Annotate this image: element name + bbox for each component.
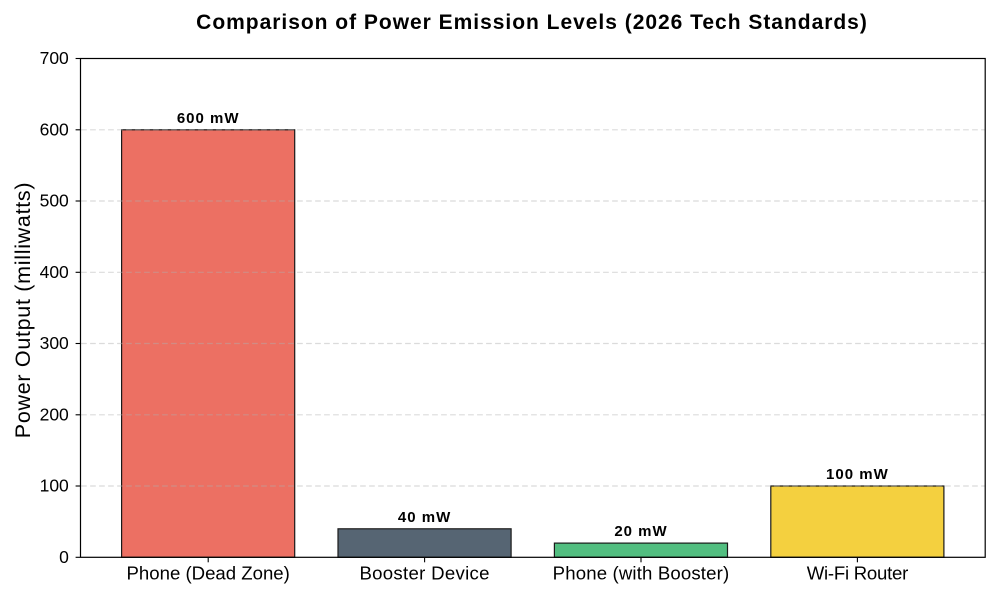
svg-text:0: 0 [59,547,69,567]
svg-text:100: 100 [40,476,69,496]
svg-text:40 mW: 40 mW [398,509,451,526]
svg-text:Power Output (milliwatts): Power Output (milliwatts) [11,182,35,438]
svg-text:Comparison of Power Emission L: Comparison of Power Emission Levels (202… [196,11,868,34]
svg-text:200: 200 [40,405,69,425]
svg-text:300: 300 [40,333,69,353]
svg-text:500: 500 [40,191,69,211]
svg-text:Phone (Dead Zone): Phone (Dead Zone) [127,563,290,584]
svg-text:600: 600 [40,120,69,140]
svg-text:700: 700 [40,48,69,68]
svg-text:Booster Device: Booster Device [359,563,489,584]
svg-text:100 mW: 100 mW [826,466,889,483]
svg-text:600 mW: 600 mW [177,110,240,127]
svg-text:Phone (with Booster): Phone (with Booster) [553,563,730,584]
svg-text:400: 400 [40,262,69,282]
svg-text:20 mW: 20 mW [614,523,667,540]
svg-text:Wi-Fi Router: Wi-Fi Router [807,563,908,584]
